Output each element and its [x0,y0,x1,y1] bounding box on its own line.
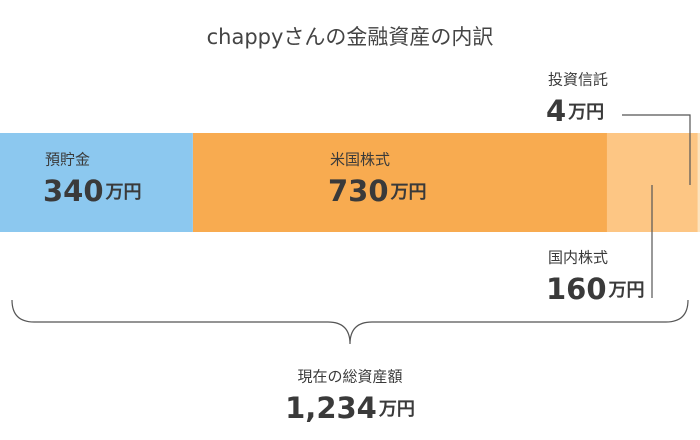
chart-title: chappyさんの金融資産の内訳 [207,25,494,49]
total-brace [11,299,689,345]
value-number: 1,234 [285,391,377,425]
segment-value: 160 万円 [546,272,645,306]
bar-segment [192,133,607,232]
value-number: 160 [546,272,607,306]
segment-value: 4 万円 [546,94,604,128]
leader-line [622,114,691,185]
bar-segment [697,133,700,232]
value-unit: 万円 [390,182,427,203]
value-number: 340 [43,174,104,208]
segment-name: 米国株式 [330,151,390,169]
segment-value: 340 万円 [43,174,142,208]
value-unit: 万円 [608,280,645,301]
value-unit: 万円 [105,182,142,203]
value-number: 4 [546,94,566,128]
segment-name: 投資信託 [548,71,608,89]
segment-name: 国内株式 [548,249,608,267]
value-unit: 万円 [567,102,604,123]
bar-segment [0,133,193,232]
value-number: 730 [328,174,389,208]
segment-value: 730 万円 [328,174,427,208]
value-unit: 万円 [378,399,415,420]
segment-name: 預貯金 [45,151,90,169]
total-value: 1,234 万円 [285,391,415,425]
total-name: 現在の総資産額 [297,368,402,386]
